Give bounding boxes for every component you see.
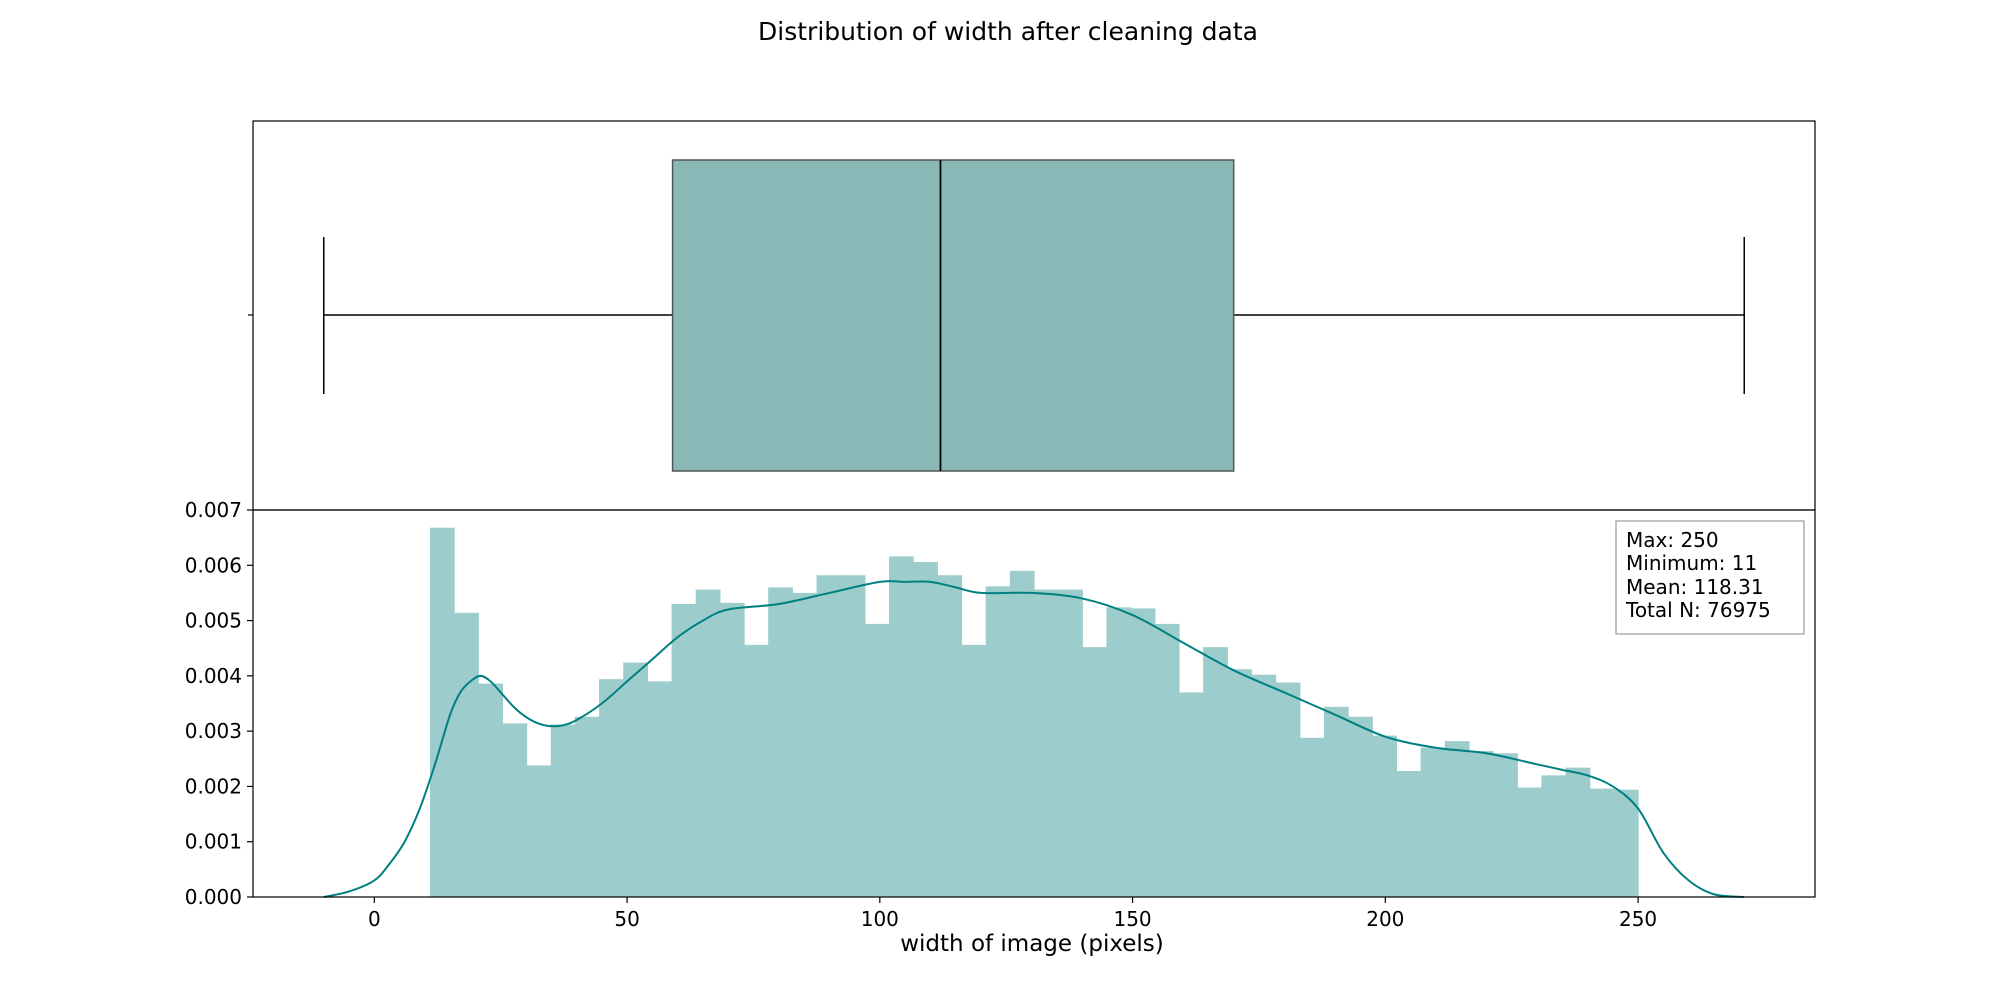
x-tick-label: 200 xyxy=(1366,907,1404,931)
histogram-bar xyxy=(1420,747,1446,897)
histogram-bar xyxy=(840,575,866,897)
y-tick-label: 0.006 xyxy=(185,553,242,577)
histogram-bar xyxy=(454,612,479,897)
stats-box: Max: 250 Minimum: 11 Mean: 118.31 Total … xyxy=(1615,520,1805,635)
x-tick-label: 100 xyxy=(861,907,899,931)
histogram-bar xyxy=(526,765,552,897)
y-tick-label: 0.001 xyxy=(185,830,242,854)
kde-line xyxy=(323,580,1745,898)
histogram-panel: 0 50 100 150 200 250 0.0000.0010.0020.0030.00… xyxy=(185,498,1816,957)
histogram-bar xyxy=(1009,570,1035,897)
chart-title: Distribution of width after cleaning dat… xyxy=(758,17,1258,46)
y-tick-label: 0.005 xyxy=(185,609,242,633)
histogram-bar xyxy=(816,575,842,897)
y-tick-label: 0.007 xyxy=(185,498,242,522)
histogram-bar xyxy=(1299,737,1325,897)
histogram-bar xyxy=(1613,789,1639,897)
stats-max: Max: 250 xyxy=(1626,528,1719,552)
histogram-bar xyxy=(1444,741,1470,897)
histogram-bar xyxy=(599,679,624,897)
x-axis-ticks: 0 50 100 150 200 250 xyxy=(368,897,1657,931)
histogram-bar xyxy=(1468,751,1494,897)
histogram-bar xyxy=(1082,647,1108,897)
histogram-bar xyxy=(1178,692,1204,897)
histogram-bar xyxy=(768,587,793,897)
histogram-bar xyxy=(1058,589,1083,897)
x-tick-label: 50 xyxy=(614,907,639,931)
histogram-bar xyxy=(574,716,600,897)
boxplot-box xyxy=(671,159,1235,472)
histogram-bar xyxy=(623,662,648,897)
histogram-bar xyxy=(1348,716,1373,897)
x-axis-label: width of image (pixels) xyxy=(900,931,1164,957)
histogram-bar xyxy=(478,683,504,897)
histogram-bar xyxy=(1154,623,1180,897)
histogram-bar xyxy=(1203,647,1228,897)
histogram-bar xyxy=(985,586,1011,897)
histogram-bar xyxy=(550,724,576,897)
y-tick-label: 0.004 xyxy=(185,664,242,688)
x-tick-label: 0 xyxy=(368,907,381,931)
histogram-bar xyxy=(1251,674,1277,897)
histogram-frame xyxy=(252,509,1816,898)
histogram-bar xyxy=(1589,788,1615,897)
stats-total-n: Total N: 76975 xyxy=(1625,598,1771,622)
histogram-bar xyxy=(1323,706,1349,897)
histogram-bar xyxy=(744,644,769,897)
stats-mean: Mean: 118.31 xyxy=(1626,575,1764,599)
x-tick-label: 150 xyxy=(1113,907,1151,931)
histogram-bar xyxy=(889,556,914,897)
histogram-bar xyxy=(913,561,938,897)
histogram-bar xyxy=(671,603,697,897)
stats-box-frame xyxy=(1615,520,1805,635)
y-axis-ticks: 0.000 0.001 0.002 0.003 0.004 0.005 0.006 0.007 xyxy=(185,498,253,909)
histogram-bar xyxy=(502,723,528,897)
histogram-bar xyxy=(1034,589,1059,897)
x-tick-label: 250 xyxy=(1619,907,1657,931)
y-tick-label: 0.003 xyxy=(185,719,242,743)
y-tick-label: 0.000 xyxy=(185,885,242,909)
histogram-bar xyxy=(792,592,818,897)
histogram-bar xyxy=(1396,770,1422,897)
stats-minimum: Minimum: 11 xyxy=(1626,551,1757,575)
histogram-bar xyxy=(1565,767,1591,897)
histogram-bar xyxy=(1106,607,1132,897)
histogram-bar xyxy=(1227,669,1253,897)
histogram-bar xyxy=(1275,682,1301,897)
histogram-bar xyxy=(695,589,721,897)
boxplot-panel xyxy=(248,120,1816,511)
histogram-bar xyxy=(937,575,963,897)
histogram-bar xyxy=(1517,787,1543,897)
histogram-bar xyxy=(719,602,745,897)
histogram-bar xyxy=(647,681,673,897)
histogram-bar xyxy=(1541,775,1567,897)
histogram-bars xyxy=(429,527,1639,897)
histogram-bar xyxy=(961,644,987,897)
histogram-bar xyxy=(1372,735,1398,897)
histogram-bar xyxy=(1130,608,1156,897)
histogram-bar xyxy=(1493,753,1518,897)
histogram-bar xyxy=(864,623,890,897)
y-tick-label: 0.002 xyxy=(185,774,242,798)
